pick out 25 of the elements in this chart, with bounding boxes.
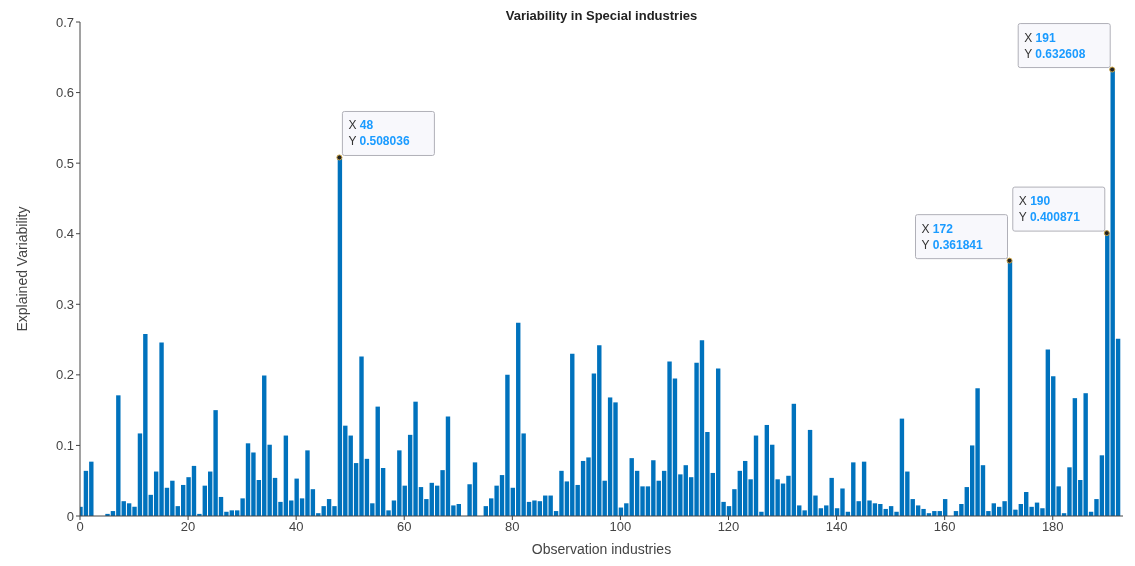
annotation: X 172 Y 0.361841: [921, 221, 984, 252]
y-tick-label: 0.1: [55, 438, 74, 454]
annotation: X 190 Y 0.400871: [1018, 194, 1081, 225]
y-tick-label: 0.2: [55, 367, 74, 383]
annotation: X 191 Y 0.632608: [1024, 30, 1086, 61]
y-tick-label: 0.3: [55, 296, 74, 312]
y-tick-label: 0.5: [55, 155, 74, 171]
x-tick-label: 40: [288, 519, 304, 535]
x-axis-title: Observation industries: [531, 541, 672, 557]
y-tick-label: 0.6: [55, 85, 74, 101]
annotation: X 48 Y 0.508036: [348, 118, 410, 149]
x-tick-label: 140: [825, 519, 848, 535]
x-tick-label: 80: [505, 519, 520, 535]
x-tick-label: 160: [933, 519, 956, 535]
x-tick-label: 180: [1041, 519, 1064, 535]
x-tick-label: 120: [717, 519, 740, 535]
y-axis-title: Explained Variability: [13, 206, 30, 332]
y-tick-label: 0.4: [55, 226, 74, 242]
x-tick-label: 100: [609, 519, 632, 535]
x-tick-label: 20: [180, 519, 196, 535]
chart-title: Variability in Special industries: [504, 8, 699, 23]
y-tick-label: 0: [66, 508, 74, 524]
y-tick-label: 0.7: [55, 14, 74, 30]
x-tick-label: 0: [76, 519, 84, 535]
x-tick-label: 60: [397, 519, 412, 535]
